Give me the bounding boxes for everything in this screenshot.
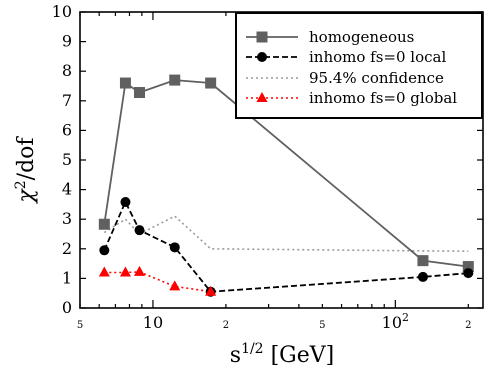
y-tick-label: 1 (62, 268, 72, 287)
series-line-2 (103, 215, 469, 252)
legend: homogeneous inhomo fs=0 local 95.4% conf… (235, 12, 483, 119)
data-point-series-3 (98, 266, 110, 277)
y-tick-label: 9 (62, 32, 72, 51)
data-point-series-1 (120, 197, 131, 208)
legend-label-confidence: 95.4% confidence (309, 69, 444, 87)
legend-box (235, 12, 483, 119)
data-point-series-0 (98, 218, 110, 230)
data-point-series-0 (119, 77, 131, 89)
data-point-series-0 (205, 77, 217, 89)
legend-label-inhomo-global: inhomo fs=0 global (309, 89, 457, 107)
y-tick-label: 5 (62, 150, 72, 169)
data-point-series-0 (169, 74, 181, 86)
series-line-3 (104, 271, 211, 293)
y-tick-label: 8 (62, 61, 72, 80)
y-tick-label: 7 (62, 91, 72, 110)
y-tick-label: 10 (52, 2, 72, 21)
data-point-series-0 (417, 255, 429, 267)
x-tick-label: 10 (143, 313, 163, 332)
data-point-series-1 (134, 225, 145, 236)
series-line-1 (103, 199, 469, 293)
x-minor-tick-label: 2 (223, 320, 229, 331)
y-tick-label: 3 (62, 209, 72, 228)
series-markers (98, 74, 474, 297)
y-axis-label: χ2/dof (13, 136, 39, 205)
data-point-series-3 (134, 265, 146, 276)
data-point-series-0 (462, 261, 474, 273)
legend-marker-0 (256, 31, 268, 43)
data-point-series-0 (134, 87, 146, 99)
x-minor-tick-label: 5 (319, 320, 325, 331)
y-tick-label: 0 (62, 298, 72, 317)
y-tick-label: 2 (62, 239, 72, 258)
legend-label-homogeneous: homogeneous (309, 28, 414, 46)
x-minor-tick-label: 2 (465, 320, 471, 331)
x-tick-label: 102 (382, 311, 409, 332)
data-point-series-1 (417, 271, 428, 282)
x-minor-tick-label: 5 (77, 320, 83, 331)
legend-label-inhomo-local: inhomo fs=0 local (309, 48, 446, 66)
y-tick-label: 6 (62, 120, 72, 139)
legend-marker-1 (257, 52, 267, 62)
data-point-series-1 (169, 242, 180, 253)
legend-marker-3 (256, 92, 268, 102)
axis-ticks: 0 1 2 3 4 5 6 7 8 9 10 10 102 5 2 5 2 (52, 2, 483, 332)
data-point-series-3 (169, 280, 181, 291)
data-point-series-1 (99, 245, 110, 256)
data-point-series-3 (119, 266, 131, 277)
x-axis-label: s1/2 [GeV] (230, 341, 334, 368)
data-point-series-3 (205, 285, 217, 296)
legend-samples (246, 31, 298, 102)
y-tick-label: 4 (62, 180, 72, 199)
data-point-series-1 (463, 268, 474, 279)
